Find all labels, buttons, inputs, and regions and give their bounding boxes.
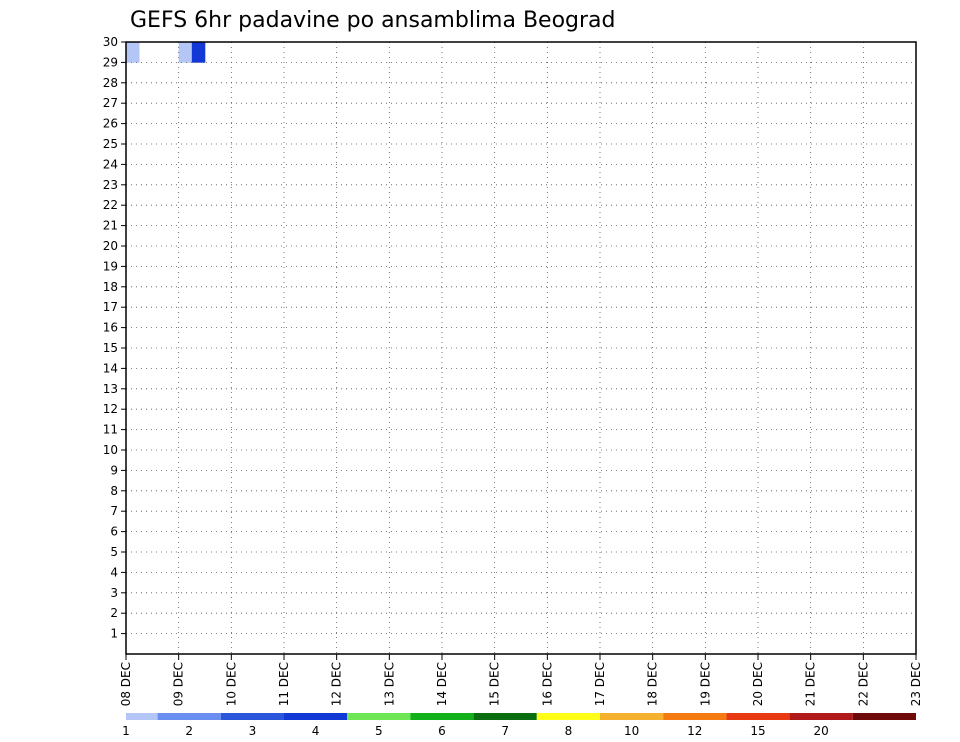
colorbar-tick-label: 8 xyxy=(565,724,573,738)
y-tick-label: 8 xyxy=(110,484,118,498)
x-tick-label: 18 DEC xyxy=(646,662,660,706)
x-tick-label: 20 DEC xyxy=(751,662,765,706)
colorbar-tick-label: 15 xyxy=(750,724,765,738)
y-tick-label: 25 xyxy=(103,137,118,151)
colorbar-tick-label: 1 xyxy=(122,724,130,738)
colorbar: 1 2 3 4 5 6 7 8 10 12 15 20 xyxy=(122,713,916,738)
colorbar-tick-label: 5 xyxy=(375,724,383,738)
y-tick-label: 3 xyxy=(110,586,118,600)
y-tick-label: 9 xyxy=(110,463,118,477)
y-tick-label: 12 xyxy=(103,402,118,416)
y-axis: 1234567891011121314151617181920212223242… xyxy=(103,35,126,641)
x-tick-label: 10 DEC xyxy=(224,662,238,706)
y-tick-label: 1 xyxy=(110,627,118,641)
y-tick-label: 23 xyxy=(103,178,118,192)
y-tick-label: 20 xyxy=(103,239,118,253)
colorbar-tick-label: 12 xyxy=(687,724,702,738)
colorbar-segment xyxy=(852,713,916,720)
y-tick-label: 29 xyxy=(103,55,118,69)
heatmap-cell xyxy=(126,42,140,63)
x-tick-label: 15 DEC xyxy=(488,662,502,706)
colorbar-tick-label: 3 xyxy=(249,724,257,738)
x-axis: 08 DEC 09 DEC 10 DEC 11 DEC 12 DEC 13 DEC 14 D… xyxy=(119,654,923,706)
x-tick-label: 11 DEC xyxy=(277,662,291,706)
y-tick-label: 13 xyxy=(103,382,118,396)
colorbar-segment xyxy=(789,713,853,720)
colorbar-tick-label: 6 xyxy=(438,724,446,738)
colorbar-segment xyxy=(157,713,221,720)
y-tick-label: 16 xyxy=(103,321,118,335)
colorbar-segment xyxy=(726,713,790,720)
y-tick-label: 17 xyxy=(103,300,118,314)
colorbar-tick-label: 20 xyxy=(814,724,829,738)
y-tick-label: 15 xyxy=(103,341,118,355)
chart-title: GEFS 6hr padavine po ansamblima Beograd xyxy=(130,8,616,33)
colorbar-segment xyxy=(284,713,348,720)
x-tick-label: 12 DEC xyxy=(330,662,344,706)
y-tick-label: 6 xyxy=(110,525,118,539)
y-tick-label: 30 xyxy=(103,35,118,49)
y-tick-label: 24 xyxy=(103,157,118,171)
colorbar-segment xyxy=(473,713,537,720)
heatmap-cell xyxy=(191,42,206,63)
y-tick-label: 14 xyxy=(103,361,118,375)
x-tick-label: 17 DEC xyxy=(593,662,607,706)
x-tick-label: 09 DEC xyxy=(172,662,186,706)
colorbar-segment xyxy=(663,713,727,720)
y-tick-label: 18 xyxy=(103,280,118,294)
y-tick-label: 5 xyxy=(110,545,118,559)
colorbar-tick-label: 4 xyxy=(312,724,320,738)
heatmap-cell xyxy=(178,42,193,63)
y-tick-label: 28 xyxy=(103,76,118,90)
grid-lines xyxy=(126,42,916,654)
y-tick-label: 2 xyxy=(110,606,118,620)
x-tick-label: 13 DEC xyxy=(382,662,396,706)
x-tick-label: 16 DEC xyxy=(540,662,554,706)
colorbar-segment xyxy=(220,713,284,720)
y-tick-label: 26 xyxy=(103,117,118,131)
colorbar-segment xyxy=(347,713,411,720)
y-tick-label: 10 xyxy=(103,443,118,457)
y-tick-label: 11 xyxy=(103,423,118,437)
colorbar-segment xyxy=(600,713,664,720)
y-tick-label: 22 xyxy=(103,198,118,212)
y-tick-label: 7 xyxy=(110,504,118,518)
x-tick-label: 23 DEC xyxy=(909,662,923,706)
y-tick-label: 4 xyxy=(110,565,118,579)
colorbar-segment xyxy=(410,713,474,720)
colorbar-segment xyxy=(536,713,600,720)
x-tick-label: 14 DEC xyxy=(435,662,449,706)
x-tick-label: 21 DEC xyxy=(804,662,818,706)
heatmap-cells xyxy=(126,42,206,63)
colorbar-tick-label: 10 xyxy=(624,724,639,738)
colorbar-tick-label: 2 xyxy=(185,724,193,738)
x-tick-label: 08 DEC xyxy=(119,662,133,706)
y-tick-label: 21 xyxy=(103,219,118,233)
colorbar-tick-label: 7 xyxy=(501,724,509,738)
x-tick-label: 22 DEC xyxy=(856,662,870,706)
x-tick-label: 19 DEC xyxy=(698,662,712,706)
y-tick-label: 27 xyxy=(103,96,118,110)
y-tick-label: 19 xyxy=(103,259,118,273)
colorbar-segment xyxy=(126,713,158,720)
